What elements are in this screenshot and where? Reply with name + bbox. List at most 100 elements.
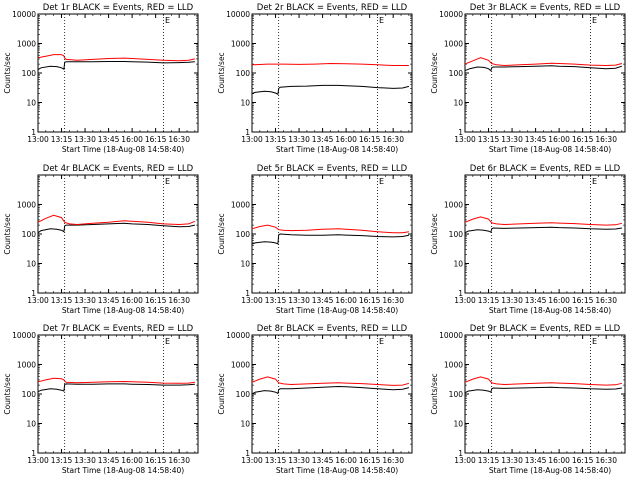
x-tick-label: 16:00 xyxy=(335,456,357,465)
x-tick-label: 16:30 xyxy=(168,296,190,305)
series-lld-line xyxy=(251,224,409,234)
y-tick-label: 1000 xyxy=(444,40,463,49)
series-events-line xyxy=(37,383,195,393)
x-tick-label: 13:15 xyxy=(478,296,500,305)
series-events-line xyxy=(464,386,622,394)
plot-frame xyxy=(37,174,199,294)
y-tick-label: 1000 xyxy=(444,201,463,210)
x-tick-label: 16:15 xyxy=(145,296,167,305)
x-axis-label: Start Time (18-Aug-08 14:58:40) xyxy=(489,306,611,315)
x-tick-label: 13:15 xyxy=(265,135,287,144)
x-axis-label: Start Time (18-Aug-08 14:58:40) xyxy=(489,145,611,154)
plot-frame xyxy=(37,13,199,133)
panel-title: Det 1r BLACK = Events, RED = LLD xyxy=(43,3,194,13)
y-tick-label: 100 xyxy=(236,390,251,399)
y-tick-label: 10 xyxy=(240,420,250,429)
y-tick-label: 10000 xyxy=(12,331,36,340)
y-tick-label: 1 xyxy=(31,449,36,458)
series-lld-line xyxy=(37,54,196,62)
x-tick-label: 13:15 xyxy=(478,135,500,144)
y-tick-label: 1 xyxy=(245,128,250,137)
x-tick-label: 16:30 xyxy=(382,296,404,305)
panel-det-7r: Det 7r BLACK = Events, RED = LLD 1 10 100 10… xyxy=(3,324,199,475)
x-tick-label: 13:45 xyxy=(98,135,120,144)
x-tick-label: 13:15 xyxy=(265,296,287,305)
x-tick-label: 13:00 xyxy=(454,296,476,305)
x-axis-label: Start Time (18-Aug-08 14:58:40) xyxy=(62,145,184,154)
series-lld-line xyxy=(251,62,409,66)
panel-det-9r: Det 9r BLACK = Events, RED = LLD 1 10 100 10… xyxy=(430,324,626,475)
y-tick-label: 100 xyxy=(449,390,464,399)
x-tick-label: 16:00 xyxy=(121,135,143,144)
plot-frame xyxy=(251,174,413,294)
y-tick-label: 100 xyxy=(22,230,37,239)
x-tick-label: 13:30 xyxy=(501,456,523,465)
plot-frame xyxy=(464,13,626,133)
x-tick-label: 13:00 xyxy=(27,296,49,305)
series-events-line xyxy=(464,65,623,72)
x-axis-label: Start Time (18-Aug-08 14:58:40) xyxy=(62,466,184,475)
y-tick-label: 100 xyxy=(236,230,251,239)
x-tick-label: 16:30 xyxy=(595,456,617,465)
y-axis-label: Counts/sec xyxy=(217,373,226,414)
x-tick-label: 13:45 xyxy=(98,296,120,305)
x-tick-label: 13:45 xyxy=(525,456,547,465)
y-tick-label: 100 xyxy=(449,69,464,78)
x-tick-label: 13:00 xyxy=(241,296,263,305)
series-lld-line xyxy=(37,377,195,384)
event-marker-label: E xyxy=(592,337,597,346)
x-tick-label: 16:15 xyxy=(145,456,167,465)
series-events-line xyxy=(464,226,622,234)
plot-frame xyxy=(251,13,413,133)
panel-det-3r: Det 3r BLACK = Events, RED = LLD 1 10 100 10… xyxy=(430,3,626,154)
x-tick-label: 13:30 xyxy=(74,135,96,144)
panel-title: Det 6r BLACK = Events, RED = LLD xyxy=(470,164,621,174)
x-tick-label: 16:00 xyxy=(121,296,143,305)
y-tick-label: 10 xyxy=(26,99,36,108)
y-tick-label: 10 xyxy=(26,260,36,269)
y-tick-label: 10000 xyxy=(439,331,463,340)
plot-frame xyxy=(37,334,199,454)
panel-det-1r: Det 1r BLACK = Events, RED = LLD 1 10 100 10… xyxy=(3,3,199,154)
x-axis-label: Start Time (18-Aug-08 14:58:40) xyxy=(62,306,184,315)
x-tick-label: 16:00 xyxy=(548,296,570,305)
plot-frame xyxy=(464,174,626,294)
y-axis-label: Counts/sec xyxy=(3,213,12,254)
x-tick-label: 16:00 xyxy=(548,135,570,144)
y-tick-label: 1000 xyxy=(231,361,250,370)
y-tick-label: 100 xyxy=(22,69,37,78)
y-tick-label: 10 xyxy=(453,420,463,429)
y-tick-label: 100 xyxy=(449,230,464,239)
series-lld-line xyxy=(37,214,196,226)
y-tick-label: 1000 xyxy=(231,201,250,210)
y-tick-label: 10 xyxy=(26,420,36,429)
y-axis-label: Counts/sec xyxy=(3,373,12,414)
x-axis-label: Start Time (18-Aug-08 14:58:40) xyxy=(276,306,398,315)
series-lld-line xyxy=(464,57,623,67)
event-marker-label: E xyxy=(379,16,384,25)
x-tick-label: 16:00 xyxy=(335,296,357,305)
y-tick-label: 1 xyxy=(245,449,250,458)
panel-title: Det 9r BLACK = Events, RED = LLD xyxy=(470,324,621,334)
panel-det-2r: Det 2r BLACK = Events, RED = LLD 1 10 100 10… xyxy=(217,3,413,154)
x-axis-label: Start Time (18-Aug-08 14:58:40) xyxy=(489,466,611,475)
x-tick-label: 16:30 xyxy=(382,135,404,144)
panel-title: Det 4r BLACK = Events, RED = LLD xyxy=(43,164,194,174)
x-tick-label: 13:45 xyxy=(525,296,547,305)
panel-title: Det 8r BLACK = Events, RED = LLD xyxy=(257,324,408,334)
x-tick-label: 13:30 xyxy=(501,135,523,144)
x-tick-label: 13:00 xyxy=(454,456,476,465)
panel-title: Det 3r BLACK = Events, RED = LLD xyxy=(470,3,621,13)
x-tick-label: 13:45 xyxy=(312,456,334,465)
x-tick-label: 16:15 xyxy=(359,296,381,305)
y-tick-label: 10000 xyxy=(226,10,250,19)
x-tick-label: 13:00 xyxy=(27,456,49,465)
y-tick-label: 100 xyxy=(22,390,37,399)
y-tick-label: 10 xyxy=(453,99,463,108)
x-tick-label: 13:00 xyxy=(27,135,49,144)
y-tick-label: 1000 xyxy=(444,361,463,370)
x-tick-label: 16:15 xyxy=(359,135,381,144)
x-tick-label: 13:30 xyxy=(74,456,96,465)
x-tick-label: 13:30 xyxy=(288,135,310,144)
y-tick-label: 10 xyxy=(240,260,250,269)
